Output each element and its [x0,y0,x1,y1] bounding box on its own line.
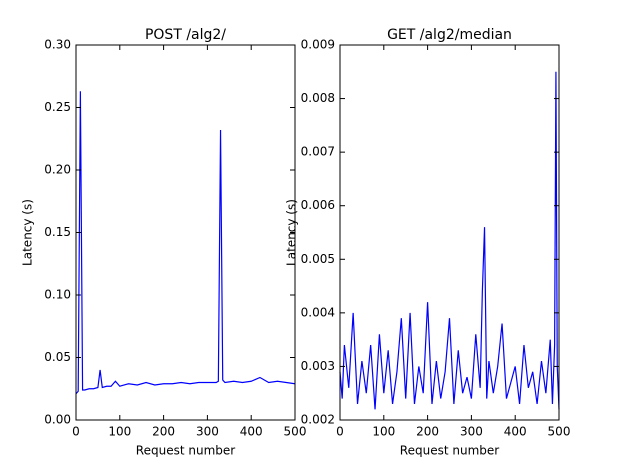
x-tick-label: 300 [196,425,219,439]
y-tick-label: 0.20 [44,163,71,177]
y-tick-label: 0.002 [301,413,335,427]
x-tick-label: 500 [284,425,307,439]
x-tick-label: 500 [548,425,571,439]
y-tick-label: 0.003 [301,359,335,373]
x-tick-label: 0 [336,425,344,439]
y-tick-label: 0.006 [301,198,335,212]
y-tick-label: 0.004 [301,305,335,319]
x-tick-label: 400 [240,425,263,439]
x-tick-label: 100 [372,425,395,439]
y-tick-label: 0.15 [44,225,71,239]
x-tick-label: 0 [72,425,80,439]
y-tick-label: 0.30 [44,38,71,52]
y-tick-label: 0.007 [301,145,335,159]
chart-title: POST /alg2/ [145,27,226,43]
x-tick-label: 100 [108,425,131,439]
axes-frame [75,44,296,421]
chart-title: GET /alg2/median [387,27,512,43]
x-axis-label: Request number [136,444,235,458]
y-tick-label: 0.05 [44,350,71,364]
y-tick-label: 0.10 [44,288,71,302]
y-axis-label: Latency (s) [21,199,35,266]
latency-line [75,91,296,395]
x-tick-label: 200 [152,425,175,439]
y-tick-label: 0.005 [301,252,335,266]
y-tick-label: 0.008 [301,91,335,105]
y-tick-label: 0.00 [44,413,71,427]
latency-line [339,71,560,410]
y-tick-label: 0.25 [44,100,71,114]
y-tick-label: 0.009 [301,38,335,52]
x-axis-label: Request number [400,444,499,458]
x-tick-label: 200 [416,425,439,439]
x-tick-label: 300 [460,425,483,439]
x-tick-label: 400 [504,425,527,439]
axes-frame [339,44,560,421]
y-axis-label: Latency (s) [285,199,299,266]
